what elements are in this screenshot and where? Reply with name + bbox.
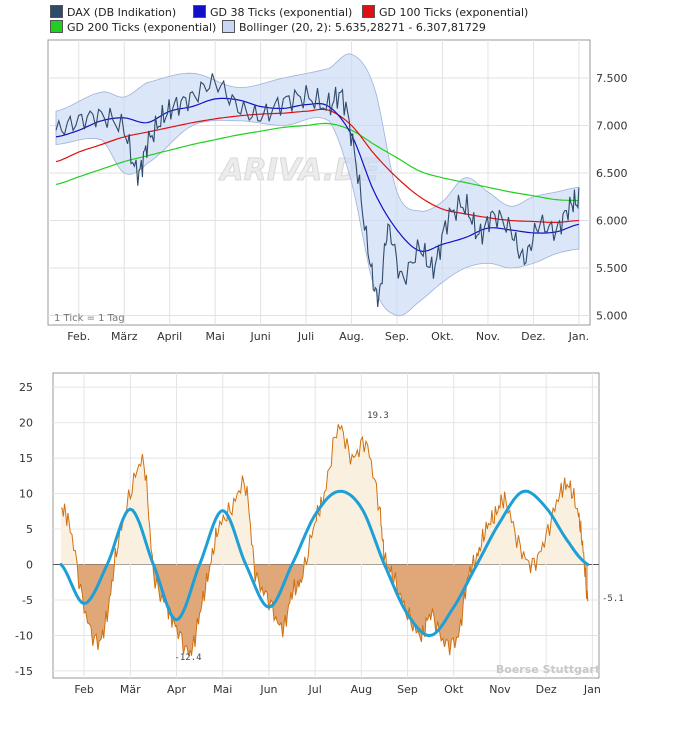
oscillator-x-tick: Jun <box>259 683 277 696</box>
price-y-tick: 6.500 <box>596 167 628 180</box>
price-series <box>55 53 580 317</box>
price-x-tick: Okt. <box>431 330 454 343</box>
oscillator-x-tick: Okt <box>444 683 464 696</box>
price-x-tick: Sep. <box>385 330 409 343</box>
legend-item-gd38[interactable]: GD 38 Ticks (exponential) <box>193 5 352 19</box>
label-last: -5.1 <box>602 594 624 604</box>
price-y-tick-labels: 7.500 7.000 6.500 6.000 5.500 5.000 <box>596 72 628 323</box>
legend-item-gd100[interactable]: GD 100 Ticks (exponential) <box>362 5 528 19</box>
legend-label-gd200: GD 200 Ticks (exponential) <box>67 21 217 34</box>
dax-line <box>55 73 580 308</box>
oscillator-x-tick: Jan <box>583 683 601 696</box>
chart-legend: DAX (DB Indikation) GD 38 Ticks (exponen… <box>0 0 694 40</box>
legend-label-gd100: GD 100 Ticks (exponential) <box>379 6 529 19</box>
gd38-line <box>55 97 580 253</box>
price-x-tick: Nov. <box>476 330 500 343</box>
label-max: 19.3 <box>367 411 389 421</box>
oscillator-x-tick: Sep <box>397 683 418 696</box>
price-y-tick: 5.500 <box>596 262 628 275</box>
oscillator-y-tick: 25 <box>19 381 33 394</box>
legend-swatch-bollinger <box>222 20 235 33</box>
oscillator-line <box>60 424 589 656</box>
legend-swatch-gd100 <box>362 5 375 18</box>
oscillator-y-tick-labels: 25 20 15 10 5 0 -5 -10 -15 <box>15 381 33 678</box>
oscillator-x-tick: Nov <box>489 683 511 696</box>
legend-swatch-dax <box>50 5 63 18</box>
bollinger-band <box>55 53 580 317</box>
oscillator-series <box>59 424 590 656</box>
price-x-tick: April <box>157 330 182 343</box>
price-y-tick: 7.000 <box>596 120 628 133</box>
oscillator-y-tick: -10 <box>15 629 33 642</box>
price-y-tick: 7.500 <box>596 72 628 85</box>
price-x-tick: Feb. <box>67 330 90 343</box>
legend-label-gd38: GD 38 Ticks (exponential) <box>210 6 353 19</box>
price-x-tick-labels: Feb. März April Mai Juni Juli Aug. Sep. Okt. Nov.… <box>67 330 589 343</box>
oscillator-x-tick: Dez <box>536 683 557 696</box>
oscillator-x-tick-labels: Feb Mär Apr Mai Jun Jul Aug Sep Okt Nov Dez Jan <box>74 683 601 696</box>
legend-item-bollinger[interactable]: Bollinger (20, 2): 5.635,28271 - 6.307,8… <box>222 20 486 34</box>
price-y-tick: 6.000 <box>596 215 628 228</box>
oscillator-y-tick: 10 <box>19 488 33 501</box>
oscillator-y-tick: 20 <box>19 417 33 430</box>
price-x-tick: Dez. <box>521 330 546 343</box>
legend-swatch-gd38 <box>193 5 206 18</box>
price-x-tick: Juli <box>297 330 314 343</box>
gd100-line <box>55 108 579 223</box>
oscillator-x-tick: Jul <box>307 683 321 696</box>
oscillator-y-tick: 0 <box>26 559 33 572</box>
legend-item-dax[interactable]: DAX (DB Indikation) <box>50 5 176 19</box>
price-x-tick: Mai <box>205 330 224 343</box>
oscillator-y-tick: -5 <box>22 594 33 607</box>
legend-label-dax: DAX (DB Indikation) <box>67 6 177 19</box>
oscillator-x-tick: Mär <box>120 683 141 696</box>
tick-note: 1 Tick = 1 Tag <box>54 313 125 324</box>
oscillator-x-tick: Aug <box>351 683 372 696</box>
oscillator-y-tick: 15 <box>19 452 33 465</box>
legend-label-bollinger: Bollinger (20, 2): 5.635,28271 - 6.307,8… <box>239 21 486 34</box>
legend-swatch-gd200 <box>50 20 63 33</box>
price-x-tick: März <box>111 330 138 343</box>
oscillator-y-tick: -15 <box>15 665 33 678</box>
label-min: -12.4 <box>174 653 201 663</box>
boerse-stuttgart-watermark: Boerse Stuttgart <box>496 663 600 676</box>
oscillator-y-tick: 5 <box>26 523 33 536</box>
price-x-tick: Jan. <box>568 330 589 343</box>
oscillator-x-tick: Feb <box>74 683 93 696</box>
price-x-tick: Juni <box>249 330 270 343</box>
oscillator-chart: Boerse Stuttgart 19.3 -12.4 -5.1 25 20 15 1… <box>15 372 624 696</box>
price-chart: ARIVA.DE 1 Tick = 1 Tag 7.5007.0006.5006… <box>47 39 628 343</box>
oscillator-x-tick: Mai <box>213 683 232 696</box>
legend-item-gd200[interactable]: GD 200 Ticks (exponential) <box>50 20 216 34</box>
cycle-line <box>59 489 590 638</box>
oscillator-x-tick: Apr <box>167 683 187 696</box>
price-x-tick: Aug. <box>339 330 364 343</box>
price-y-tick: 5.000 <box>596 310 628 323</box>
